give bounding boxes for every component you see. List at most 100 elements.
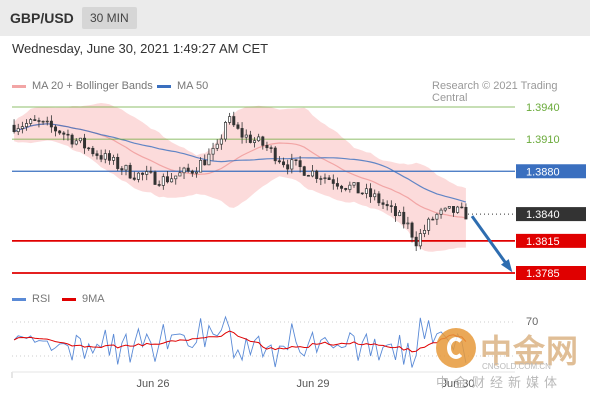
candle	[335, 177, 339, 190]
candle	[302, 165, 306, 176]
candle	[45, 116, 49, 126]
candle	[224, 120, 227, 142]
candle	[165, 171, 169, 184]
candle	[331, 174, 335, 190]
level-label-3: 1.3840	[526, 209, 560, 221]
candle	[290, 153, 294, 174]
candle	[377, 191, 381, 206]
candle	[398, 209, 402, 217]
candle	[91, 145, 95, 157]
candle	[186, 163, 190, 173]
arrow-head-icon	[500, 259, 513, 273]
candles	[12, 111, 468, 252]
candle	[402, 206, 406, 229]
x-axis: Jun 26 Jun 29 Jun 30	[11, 371, 515, 390]
candle	[157, 180, 161, 187]
bollinger-swatch	[12, 84, 26, 88]
candle	[215, 139, 219, 152]
candle	[277, 156, 281, 164]
chart-datetime: Wednesday, June 30, 2021 1:49:27 AM CET	[12, 41, 269, 56]
candle	[194, 167, 198, 178]
rsi-swatch	[12, 297, 26, 301]
forecast-arrow	[470, 215, 513, 273]
watermark-brand: 中金网	[480, 332, 580, 370]
candle	[294, 159, 298, 166]
candle	[136, 172, 140, 183]
candle	[443, 207, 447, 213]
candle	[232, 111, 236, 127]
level-badge-5	[516, 266, 586, 280]
candle	[95, 150, 99, 160]
candle	[99, 149, 103, 163]
candle	[211, 142, 215, 161]
candle	[447, 206, 451, 210]
candle	[248, 130, 252, 144]
level-labels: 1.3940 1.3910 1.3880 1.3840 1.3815 1.3785	[516, 102, 586, 280]
legend-bollinger-label: MA 20 + Bollinger Bands	[32, 80, 153, 92]
candle	[132, 171, 136, 181]
candle	[286, 159, 290, 175]
level-badge-3	[516, 207, 586, 222]
candle	[282, 157, 286, 168]
candle	[352, 182, 356, 188]
candle	[356, 182, 360, 194]
candle	[393, 203, 397, 222]
candle	[49, 115, 53, 133]
ma9-swatch	[62, 297, 76, 301]
rsi-panel: 70	[12, 315, 538, 368]
timeframe-badge[interactable]: 30 MIN	[82, 7, 137, 29]
candle	[203, 154, 207, 166]
candle	[348, 181, 352, 193]
candle	[414, 231, 418, 252]
candle	[116, 153, 120, 171]
candle	[58, 129, 62, 135]
candle	[257, 133, 261, 142]
watermark: 中金网 CNGOLD.COM.CN 中金财经新媒体	[436, 326, 586, 391]
candle	[261, 135, 265, 150]
candle	[29, 118, 33, 126]
watermark-url: CNGOLD.COM.CN	[482, 362, 551, 371]
rsi-ma9-line	[13, 330, 467, 353]
moving-averages	[13, 123, 467, 219]
candle	[33, 115, 37, 121]
candle	[78, 137, 82, 144]
candle	[12, 119, 16, 134]
legend-ma9: 9MA	[62, 293, 105, 305]
candle	[439, 207, 443, 219]
candle	[170, 173, 174, 183]
candle	[422, 224, 426, 238]
candle	[327, 175, 331, 181]
arrow-shaft	[470, 215, 512, 270]
candle	[464, 203, 468, 220]
candle	[244, 129, 248, 144]
legend-rsi-label: RSI	[32, 293, 51, 305]
candle	[174, 175, 178, 185]
candle	[182, 166, 186, 180]
candle	[124, 164, 128, 176]
legend-rsi: RSI	[12, 293, 50, 305]
candle	[112, 154, 116, 165]
candle	[207, 148, 211, 166]
candle	[406, 216, 410, 229]
candle	[456, 205, 460, 214]
candle	[236, 122, 240, 130]
candle	[149, 166, 153, 174]
bollinger-fill	[14, 103, 466, 252]
candle	[70, 133, 74, 148]
candle	[265, 141, 269, 151]
candle	[145, 165, 149, 181]
candle	[389, 200, 393, 213]
candle	[128, 162, 132, 179]
candle	[141, 172, 145, 181]
candle	[435, 212, 439, 225]
candle	[369, 183, 373, 203]
currency-pair-title: GBP/USD	[10, 10, 74, 26]
candle	[87, 146, 91, 151]
candle	[120, 166, 124, 176]
level-label-4: 1.3815	[526, 236, 560, 248]
rsi-level-label: 70	[526, 316, 538, 328]
level-badge-4	[516, 233, 586, 248]
candle	[20, 121, 24, 134]
candle	[190, 169, 194, 177]
candle	[298, 155, 302, 173]
